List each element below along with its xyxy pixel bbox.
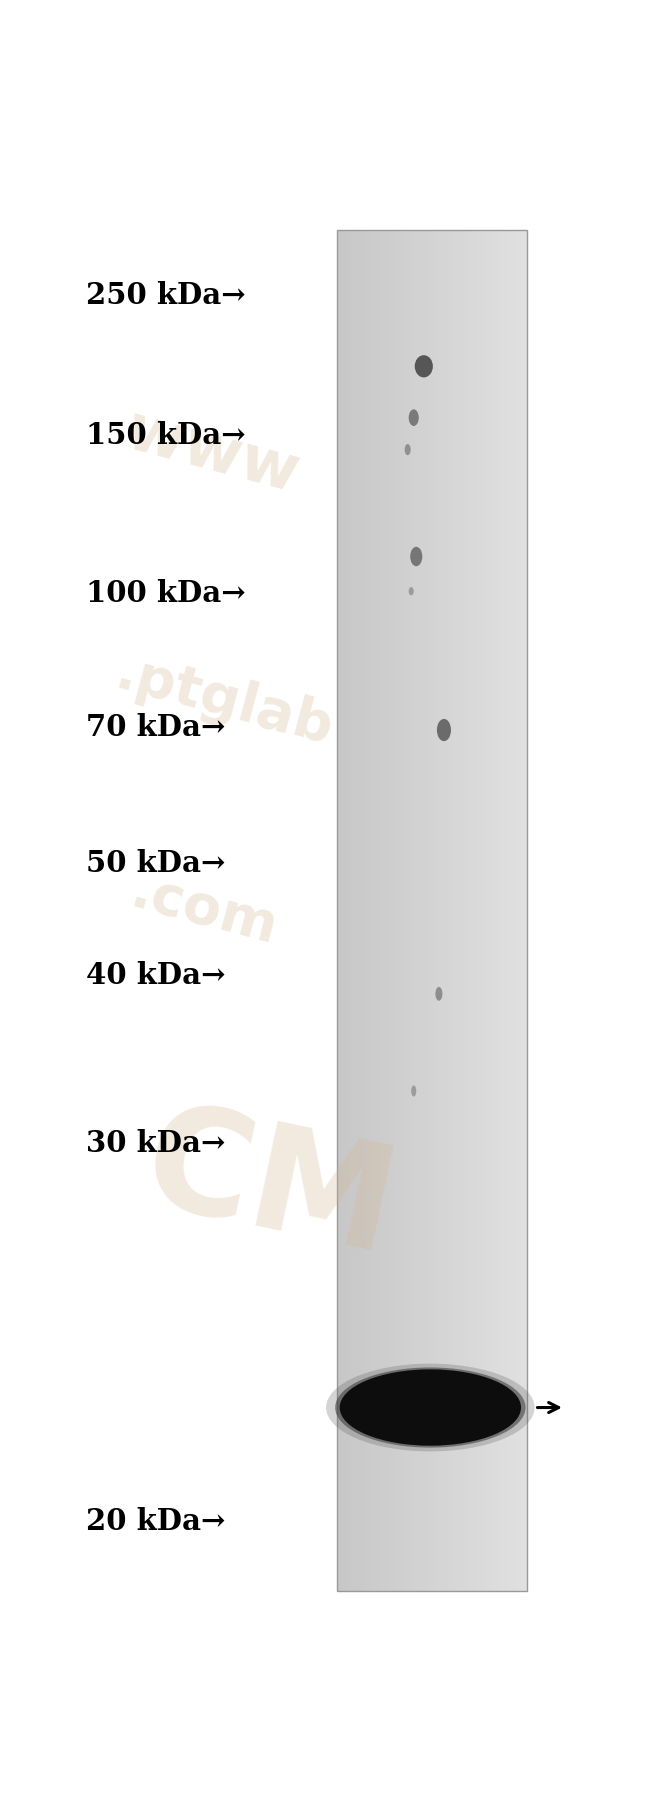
Bar (388, 231, 391, 1590)
Bar (426, 231, 429, 1590)
Text: 30 kDa→: 30 kDa→ (86, 1129, 226, 1158)
Bar (439, 231, 441, 1590)
Bar (521, 231, 524, 1590)
Bar (397, 231, 400, 1590)
Text: .com: .com (124, 865, 283, 956)
Ellipse shape (340, 1368, 521, 1446)
Bar (470, 231, 473, 1590)
Text: 150 kDa→: 150 kDa→ (86, 422, 246, 451)
Bar (343, 231, 346, 1590)
Bar (346, 231, 350, 1590)
Bar (337, 231, 527, 1590)
Bar (382, 231, 385, 1590)
Ellipse shape (409, 588, 414, 595)
Ellipse shape (335, 1367, 526, 1448)
Bar (419, 231, 422, 1590)
Text: 100 kDa→: 100 kDa→ (86, 579, 246, 608)
Ellipse shape (436, 986, 443, 1001)
Bar (480, 231, 483, 1590)
Ellipse shape (411, 1085, 416, 1096)
Bar (517, 231, 521, 1590)
Bar (508, 231, 512, 1590)
Bar (467, 231, 470, 1590)
Text: 50 kDa→: 50 kDa→ (86, 849, 226, 878)
Ellipse shape (410, 546, 422, 566)
Bar (463, 231, 467, 1590)
Bar (385, 231, 388, 1590)
Bar (429, 231, 432, 1590)
Ellipse shape (405, 444, 411, 454)
Bar (356, 231, 359, 1590)
Bar (404, 231, 407, 1590)
Bar (495, 231, 499, 1590)
Bar (445, 231, 448, 1590)
Ellipse shape (326, 1363, 534, 1451)
Bar (436, 231, 439, 1590)
Bar (366, 231, 369, 1590)
Bar (359, 231, 363, 1590)
Text: 70 kDa→: 70 kDa→ (86, 712, 226, 741)
Bar (476, 231, 480, 1590)
Bar (432, 231, 436, 1590)
Bar (486, 231, 489, 1590)
Text: CM: CM (131, 1093, 408, 1284)
Bar (451, 231, 454, 1590)
Bar (353, 231, 356, 1590)
Bar (394, 231, 397, 1590)
Ellipse shape (409, 409, 419, 426)
Text: www: www (119, 400, 306, 505)
Bar (350, 231, 353, 1590)
Bar (337, 231, 341, 1590)
Bar (512, 231, 514, 1590)
Bar (502, 231, 505, 1590)
Ellipse shape (437, 719, 451, 741)
Bar (505, 231, 508, 1590)
Text: .ptglab: .ptglab (109, 647, 339, 757)
Bar (514, 231, 517, 1590)
Bar (483, 231, 486, 1590)
Bar (492, 231, 495, 1590)
Bar (499, 231, 502, 1590)
Bar (461, 231, 463, 1590)
Bar (341, 231, 343, 1590)
Bar (441, 231, 445, 1590)
Bar (363, 231, 366, 1590)
Bar (410, 231, 413, 1590)
Bar (454, 231, 458, 1590)
Bar (391, 231, 394, 1590)
Text: 250 kDa→: 250 kDa→ (86, 281, 246, 310)
Bar (400, 231, 404, 1590)
Bar (407, 231, 410, 1590)
Bar (458, 231, 461, 1590)
Text: 20 kDa→: 20 kDa→ (86, 1507, 226, 1536)
Bar (369, 231, 372, 1590)
Bar (524, 231, 527, 1590)
Bar (473, 231, 476, 1590)
Text: 40 kDa→: 40 kDa→ (86, 961, 226, 990)
Bar (489, 231, 492, 1590)
Bar (372, 231, 375, 1590)
Bar (378, 231, 382, 1590)
Ellipse shape (415, 355, 433, 377)
Bar (448, 231, 451, 1590)
Bar (413, 231, 416, 1590)
Bar (422, 231, 426, 1590)
Bar (416, 231, 419, 1590)
Bar (375, 231, 378, 1590)
